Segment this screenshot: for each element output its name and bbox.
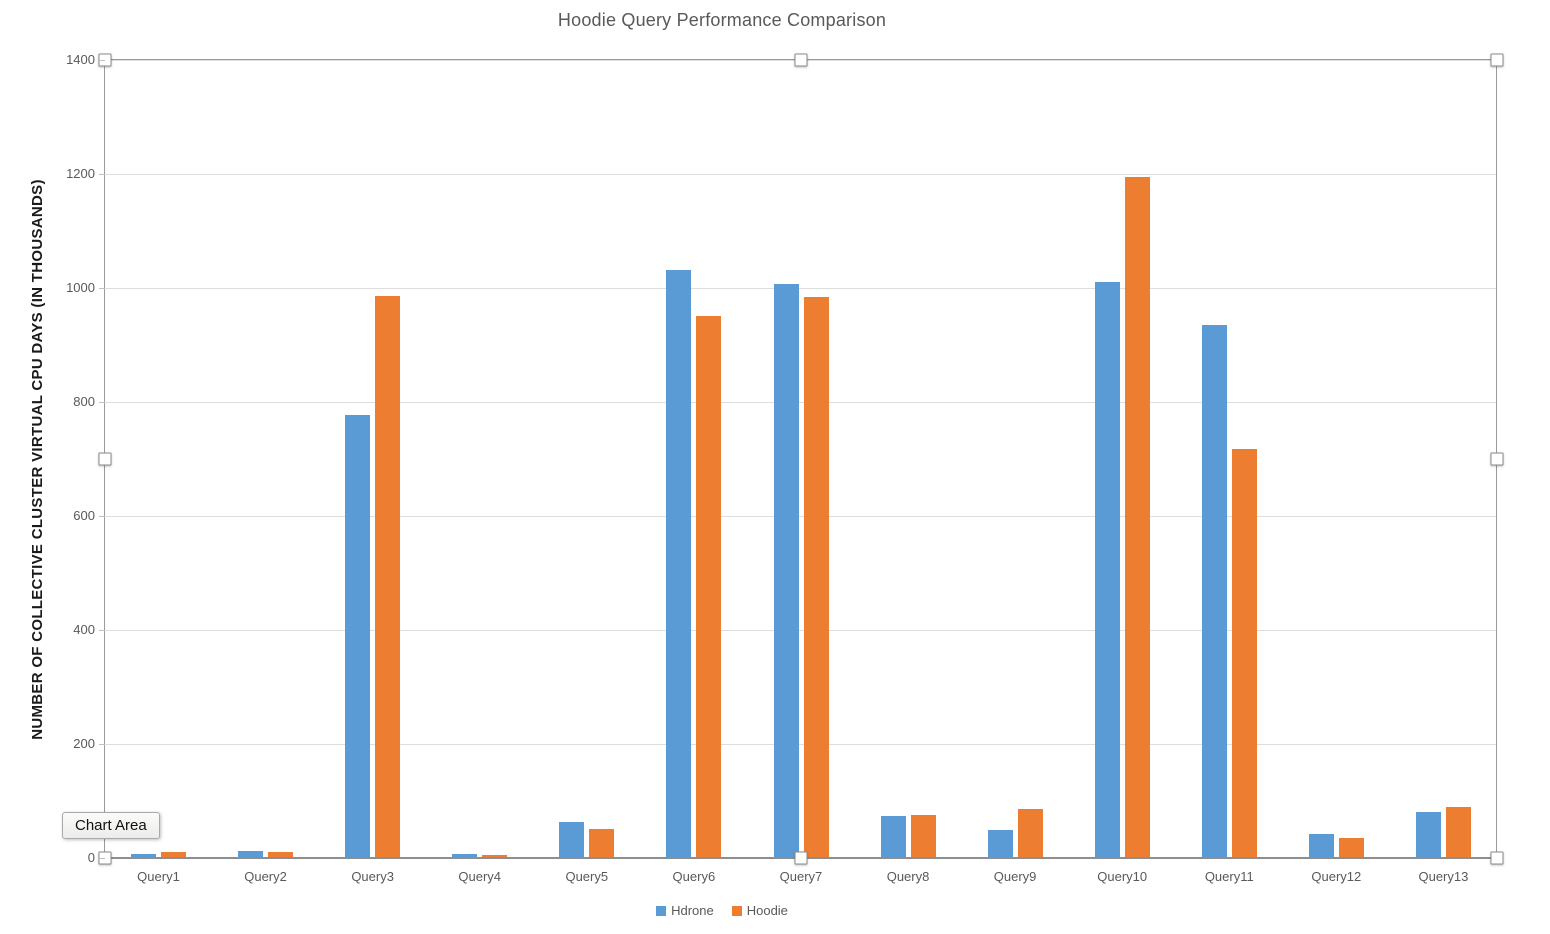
x-axis-category-label: Query1 [137, 869, 180, 884]
bar-hdrone-query11[interactable] [1201, 325, 1227, 857]
x-axis-category-label: Query7 [779, 869, 823, 884]
legend[interactable]: Hdrone Hoodie [105, 903, 1339, 918]
bar-hdrone-query1[interactable] [131, 854, 157, 857]
y-axis-tickmark [99, 59, 105, 61]
legend-swatch-hdrone [656, 905, 667, 916]
bar-hoodie-query10[interactable] [1124, 177, 1150, 857]
bar-hdrone-query9[interactable] [987, 830, 1013, 857]
chart-title[interactable]: Hoodie Query Performance Comparison [557, 10, 887, 30]
y-axis-tick-label: 400 [73, 622, 95, 637]
x-axis-category-label: Query13 [1418, 869, 1469, 884]
gridline [105, 629, 1497, 631]
bar-hdrone-query4[interactable] [452, 854, 478, 857]
y-axis-tick-label: 600 [73, 508, 95, 523]
x-axis-category-label: Query6 [672, 869, 716, 884]
x-axis-category-label: Query2 [244, 869, 287, 884]
bar-hoodie-query12[interactable] [1338, 838, 1364, 857]
bar-hoodie-query4[interactable] [482, 854, 508, 857]
bar-hoodie-query9[interactable] [1017, 808, 1043, 857]
bar-hoodie-query6[interactable] [696, 315, 722, 857]
bar-hoodie-query3[interactable] [375, 295, 401, 857]
y-axis-tickmark [99, 287, 105, 289]
bar-hoodie-query8[interactable] [910, 815, 936, 857]
resize-handle-top-right[interactable] [1490, 53, 1504, 67]
plot-area[interactable] [105, 59, 1497, 858]
resize-handle-middle-right[interactable] [1490, 452, 1504, 466]
chart-area-tooltip: Chart Area [62, 812, 160, 839]
y-axis-tick-label: 0 [87, 850, 95, 865]
bar-hdrone-query6[interactable] [666, 269, 692, 857]
legend-label-hdrone: Hdrone [671, 903, 714, 918]
y-axis-tick-label: 1200 [66, 166, 95, 181]
bar-hoodie-query5[interactable] [589, 829, 615, 857]
bar-hdrone-query10[interactable] [1094, 282, 1120, 857]
bar-hdrone-query12[interactable] [1308, 833, 1334, 857]
legend-label-hoodie: Hoodie [746, 903, 788, 918]
bar-hoodie-query7[interactable] [803, 296, 829, 857]
x-axis-category-label: Query10 [1097, 869, 1148, 884]
legend-swatch-hoodie [731, 905, 742, 916]
x-axis-category-label: Query11 [1204, 869, 1254, 884]
x-axis-category-label: Query4 [458, 869, 502, 884]
bar-hdrone-query5[interactable] [559, 821, 585, 857]
y-axis-tick-label: 200 [73, 736, 95, 751]
bar-hoodie-query13[interactable] [1445, 807, 1471, 857]
gridline [105, 401, 1497, 403]
y-axis-tickmark [99, 629, 105, 631]
bar-hdrone-query8[interactable] [880, 815, 906, 857]
y-axis-tick-label: 1000 [66, 280, 95, 295]
y-axis-tickmark [99, 401, 105, 403]
x-axis-category-label: Query8 [886, 869, 930, 884]
y-axis-tickmark [99, 515, 105, 517]
resize-handle-bottom-center[interactable] [794, 851, 808, 865]
bar-hdrone-query7[interactable] [773, 284, 799, 857]
legend-item-hoodie[interactable]: Hoodie [731, 903, 788, 918]
resize-handle-top-center[interactable] [794, 53, 808, 67]
gridline [105, 743, 1497, 745]
y-axis-tickmark [99, 743, 105, 745]
gridline [105, 287, 1497, 289]
y-axis-tick-label: 800 [73, 394, 95, 409]
bar-hoodie-query1[interactable] [161, 851, 187, 857]
legend-item-hdrone[interactable]: Hdrone [656, 903, 714, 918]
bar-hdrone-query3[interactable] [345, 415, 371, 857]
x-axis-category-label: Query12 [1311, 869, 1362, 884]
x-axis-category-label: Query9 [993, 869, 1037, 884]
bar-hoodie-query11[interactable] [1231, 448, 1257, 857]
y-axis-tickmark [99, 173, 105, 175]
bar-hdrone-query13[interactable] [1415, 811, 1441, 857]
x-axis-category-label: Query3 [351, 869, 394, 884]
bar-hdrone-query2[interactable] [238, 851, 264, 857]
gridline [105, 515, 1497, 517]
bar-hoodie-query2[interactable] [268, 851, 294, 857]
y-axis-tickmark [99, 857, 105, 859]
gridline [105, 173, 1497, 175]
resize-handle-bottom-right[interactable] [1490, 851, 1504, 865]
y-axis-tick-label: 1400 [66, 52, 95, 67]
x-axis-category-label: Query5 [565, 869, 609, 884]
resize-handle-middle-left[interactable] [98, 452, 112, 466]
